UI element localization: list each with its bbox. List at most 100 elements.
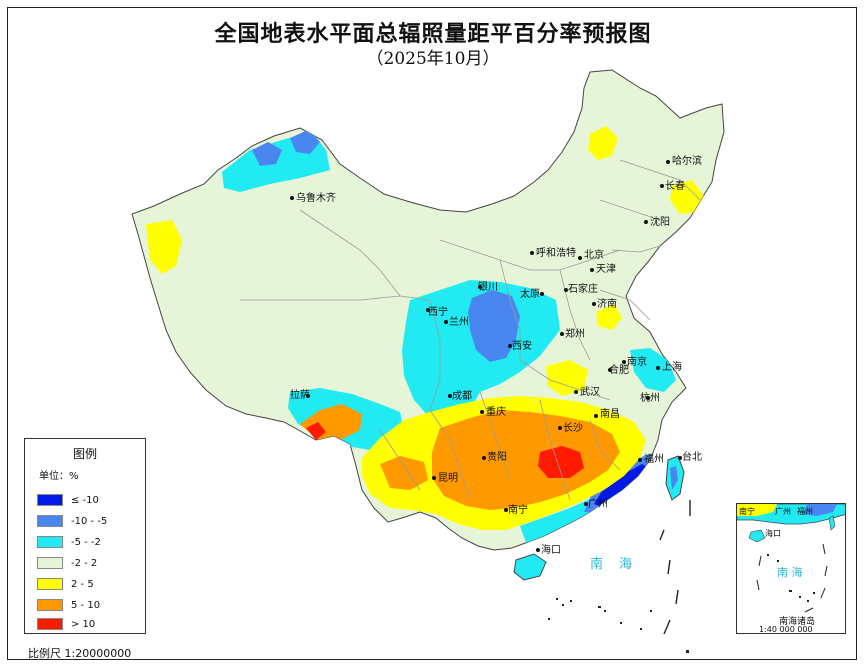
city-label-taiyuan: 太原	[520, 287, 540, 300]
city-urumqi: 乌鲁木齐	[290, 191, 336, 204]
legend-label: 5 - 10	[71, 599, 101, 611]
zone-yellow-hubei	[546, 360, 588, 396]
city-label-hangzhou: 杭州	[640, 391, 660, 404]
city-layer: 哈尔滨 长春 沈阳 乌鲁木齐 呼和浩特 北京 天津 石家庄 太原 银川 济南 西…	[290, 154, 702, 556]
map-subtitle: （2025年10月）	[366, 49, 500, 69]
sea-label: 南 海	[590, 556, 638, 572]
legend-item: > 10	[37, 617, 95, 631]
inset-label-guangzhou: 广州	[775, 506, 791, 516]
map-legend: 图例 单位：% ≤ -10 -10 - -5 -5 - -2 -2 - 2 2 …	[24, 438, 146, 634]
city-hangzhou: 杭州	[640, 391, 660, 404]
legend-swatch	[37, 515, 63, 527]
zone-yellow-heilongjiang	[588, 126, 618, 160]
legend-item: -2 - 2	[37, 556, 97, 570]
city-label-harbin: 哈尔滨	[672, 154, 702, 167]
city-label-kunming: 昆明	[438, 472, 458, 484]
hainan-island	[513, 553, 547, 581]
inset-taiwan	[828, 515, 836, 531]
legend-label: ≤ -10	[71, 494, 99, 506]
city-label-urumqi: 乌鲁木齐	[296, 191, 336, 204]
nine-dash-line	[659, 500, 691, 635]
city-kunming: 昆明	[432, 472, 458, 484]
legend-label: -5 - -2	[71, 536, 101, 548]
city-label-wuhan: 武汉	[580, 385, 600, 398]
city-label-fuzhou: 福州	[644, 452, 664, 465]
taiwan-inner	[670, 466, 678, 490]
city-label-hohhot: 呼和浩特	[536, 247, 576, 259]
city-label-taipei: 台北	[682, 450, 702, 463]
legend-item: 2 - 5	[37, 577, 94, 591]
inset-sea-label: 南 海	[777, 565, 803, 579]
city-label-beijing: 北京	[584, 248, 604, 261]
legend-title: 图例	[72, 447, 97, 461]
city-label-chengdu: 成都	[452, 390, 472, 402]
zone-cyan-jiangsu	[630, 348, 676, 392]
inset-hainan	[748, 529, 766, 543]
city-guangzhou: 广州	[584, 498, 608, 510]
inset-label-nanning: 南宁	[739, 506, 755, 516]
zone-orange-south-central	[432, 410, 620, 510]
city-chongqing: 重庆	[480, 405, 506, 418]
city-label-lanzhou: 兰州	[449, 315, 469, 328]
inset-label-haikou: 海口	[765, 528, 781, 538]
city-label-hefei: 合肥	[609, 363, 629, 376]
legend-label: 2 - 5	[71, 578, 94, 590]
inset-label-fuzhou: 福州	[797, 507, 813, 516]
zone-red-tibet	[306, 422, 326, 440]
inset-coast-cool	[803, 504, 837, 516]
city-label-zhengzhou: 郑州	[565, 327, 585, 340]
city-shenyang: 沈阳	[644, 215, 670, 228]
city-harbin: 哈尔滨	[666, 154, 702, 167]
legend-item: -5 - -2	[37, 535, 101, 549]
legend-label: -10 - -5	[71, 515, 108, 527]
legend-label: -2 - 2	[71, 557, 98, 569]
city-changchun: 长春	[660, 180, 685, 192]
city-nanchang: 南昌	[594, 407, 620, 420]
city-xian: 西安	[508, 339, 532, 352]
city-xining: 西宁	[426, 305, 448, 318]
city-nanjing: 南京	[622, 355, 647, 368]
zone-red-hunan-jiangxi	[538, 446, 584, 478]
city-label-chongqing: 重庆	[486, 405, 506, 418]
city-label-tianjin: 天津	[596, 263, 616, 275]
city-label-guiyang: 贵阳	[487, 450, 507, 463]
legend-item: ≤ -10	[37, 493, 99, 507]
city-label-guangzhou: 广州	[588, 498, 608, 510]
legend-item: 5 - 10	[37, 598, 100, 612]
city-tianjin: 天津	[590, 263, 616, 275]
zone-blue-xinjiang	[252, 142, 282, 166]
zone-yellow-jilin	[670, 180, 704, 214]
city-shanghai: 上海	[656, 360, 682, 373]
anomaly-zones	[146, 126, 704, 548]
city-label-nanchang: 南昌	[600, 407, 620, 420]
city-jinan: 济南	[592, 297, 617, 310]
legend-swatch	[37, 618, 63, 630]
city-yinchuan: 银川	[478, 280, 498, 293]
map-scale: 比例尺 1:20000000	[28, 647, 132, 660]
zone-orange-yunnan	[380, 456, 428, 490]
city-beijing: 北京	[578, 248, 604, 261]
city-changsha: 长沙	[558, 422, 583, 434]
city-label-haikou: 海口	[541, 543, 561, 556]
scs-island-marks	[548, 598, 689, 653]
city-label-lhasa: 拉萨	[290, 388, 310, 401]
city-label-xian: 西安	[512, 339, 532, 352]
city-lanzhou: 兰州	[444, 315, 469, 328]
inset-scale: 1:40 000 000	[759, 625, 813, 634]
zone-yellow-shandong	[596, 304, 622, 330]
city-lhasa: 拉萨	[290, 388, 310, 401]
legend-swatch	[37, 599, 63, 611]
zone-darkblue-fujian	[594, 464, 652, 508]
south-china-sea-inset: 南宁 广州 福州 海口 南 海 南海诸岛 1:40 000 000	[736, 503, 846, 634]
map-frame	[7, 7, 857, 660]
city-label-shanghai: 上海	[662, 360, 682, 373]
zone-yellow-west-xinjiang	[146, 220, 182, 274]
inset-coast-warm	[737, 504, 777, 516]
city-taiyuan: 太原	[520, 287, 544, 300]
city-label-nanjing: 南京	[627, 355, 647, 368]
inset-islands	[767, 554, 815, 602]
city-label-xining: 西宁	[428, 305, 448, 318]
city-chengdu: 成都	[448, 390, 472, 402]
